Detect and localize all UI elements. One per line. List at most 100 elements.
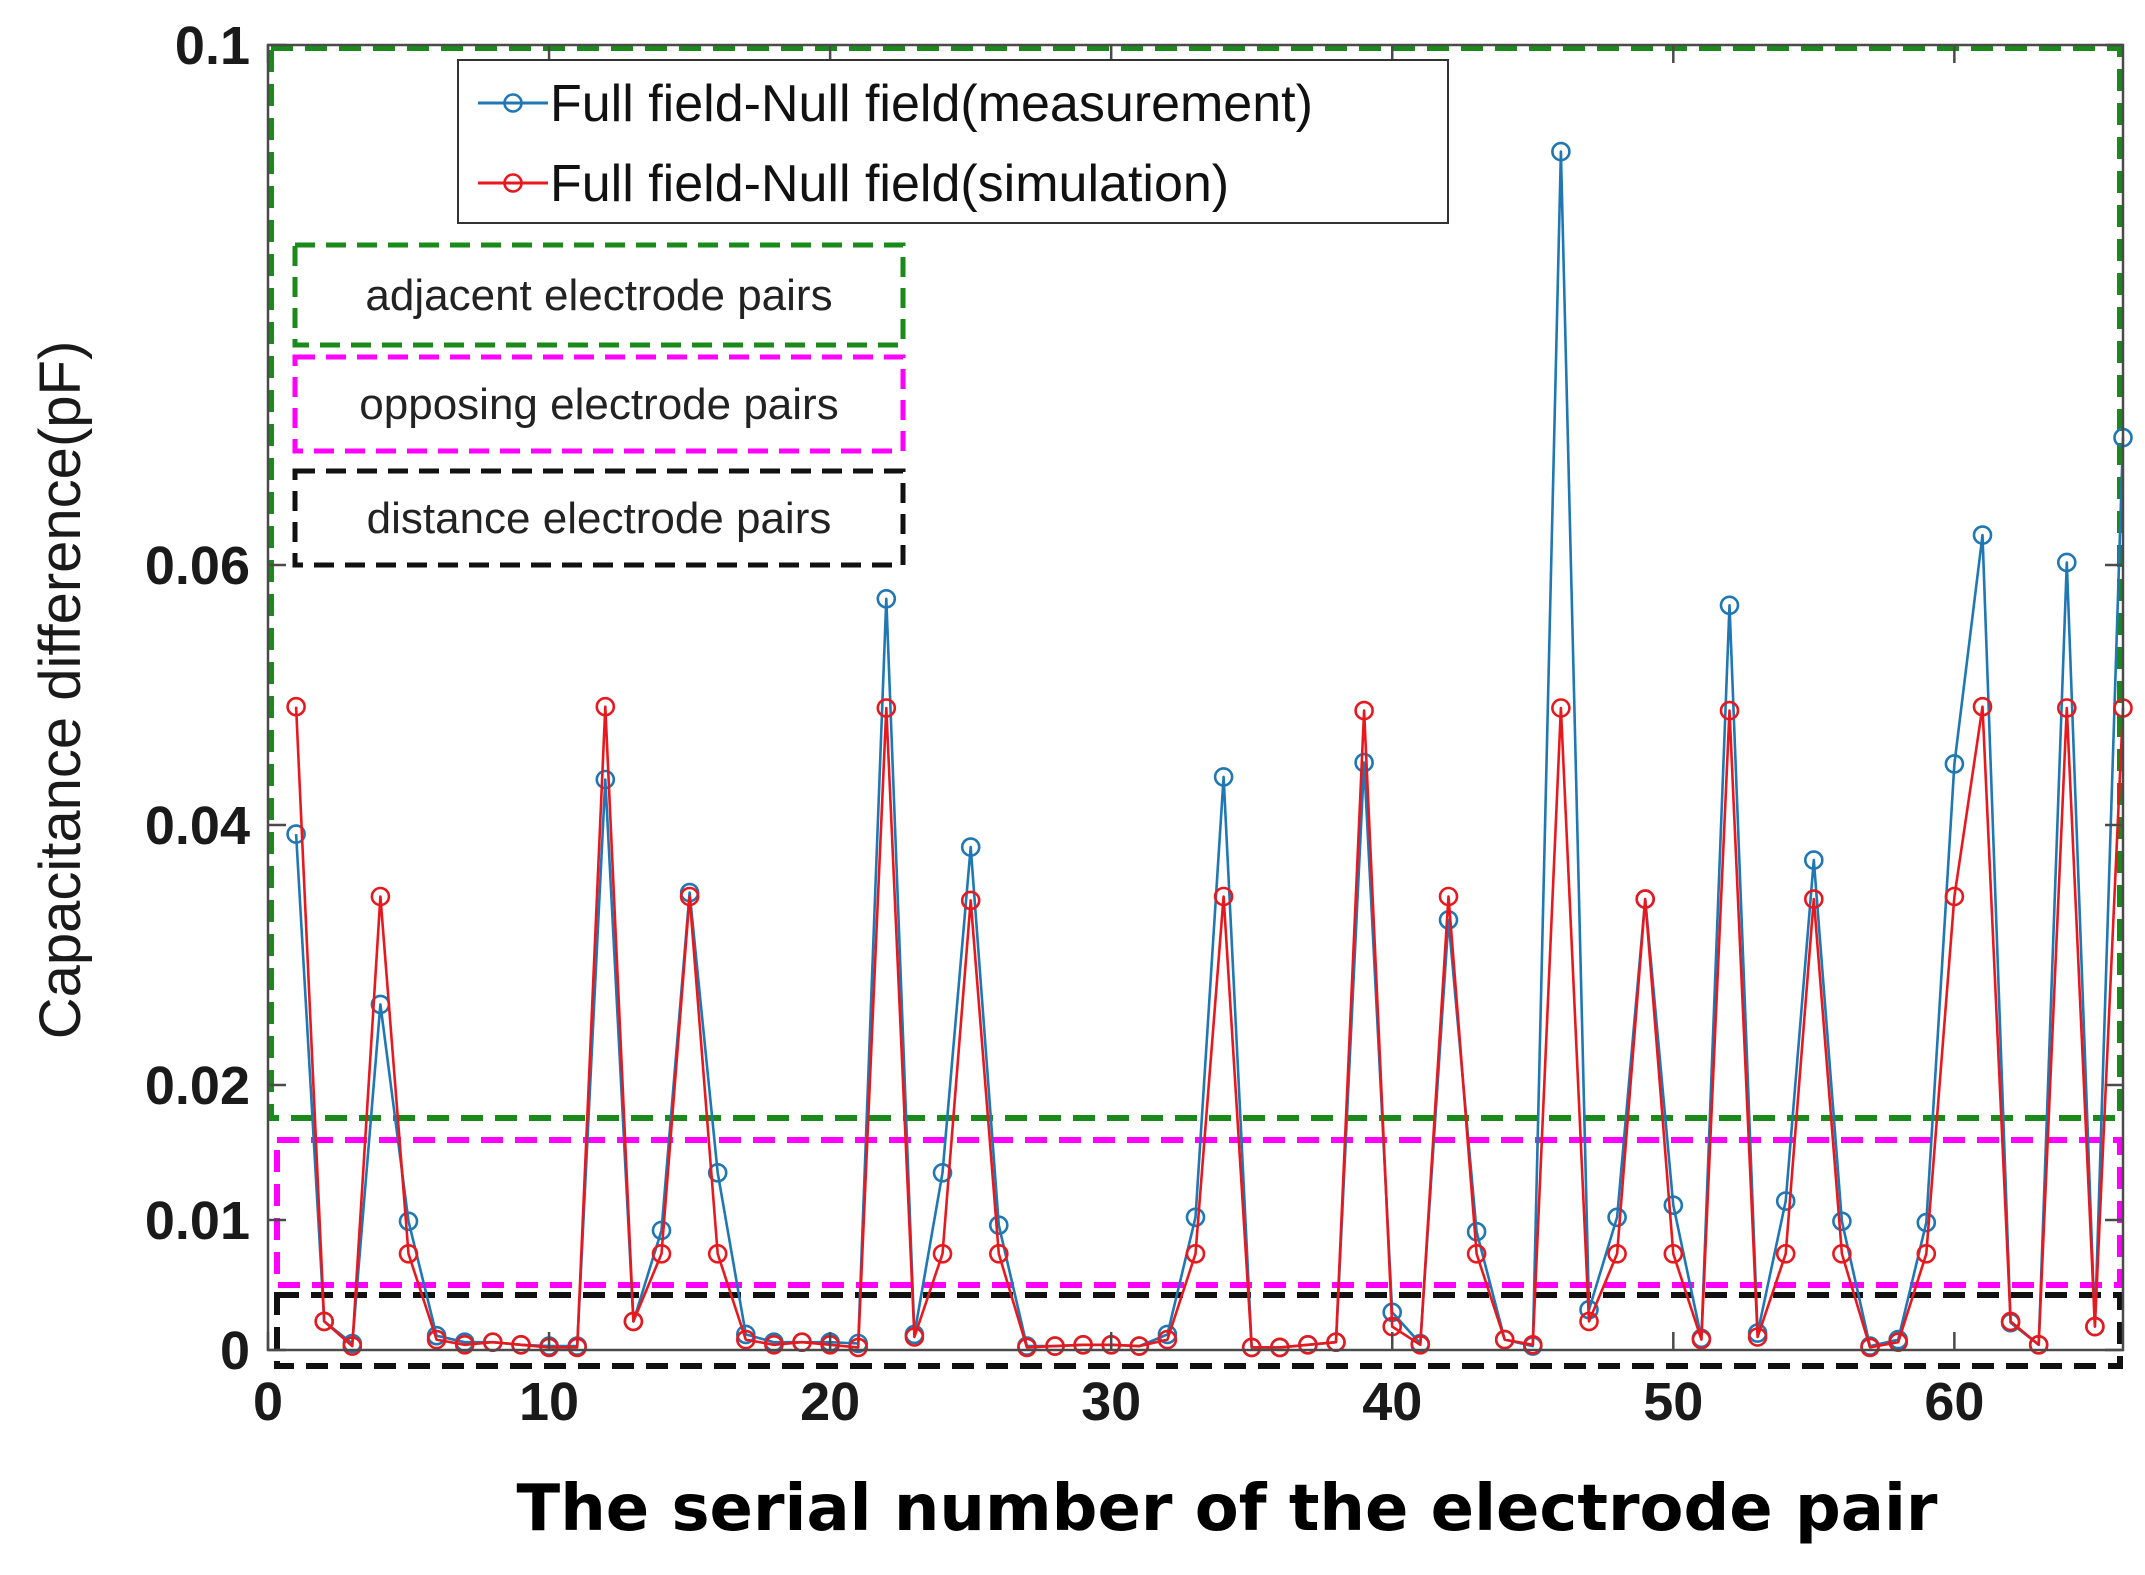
legend: Full field-Null field(measurement) Full f… bbox=[457, 59, 1449, 224]
data-point bbox=[651, 1220, 672, 1241]
annotation-boxes: adjacent electrode pairs opposing electro… bbox=[292, 242, 906, 568]
legend-swatch-marker bbox=[503, 93, 523, 113]
y-tick-label: 0.06 bbox=[145, 536, 250, 596]
data-point bbox=[1354, 752, 1374, 773]
data-point bbox=[1017, 1337, 1037, 1358]
annotation-box bbox=[292, 468, 906, 568]
data-point bbox=[876, 588, 897, 609]
data-point bbox=[370, 886, 391, 907]
data-point bbox=[1270, 1337, 1290, 1358]
data-point bbox=[1663, 1195, 1684, 1215]
axes bbox=[266, 43, 2125, 1352]
data-point bbox=[707, 1244, 728, 1264]
x-tick-label: 60 bbox=[1924, 1372, 1984, 1432]
data-point bbox=[1073, 1335, 1093, 1355]
plot-background bbox=[268, 45, 2123, 1350]
annotation-label: distance electrode pairs bbox=[367, 494, 832, 543]
data-point bbox=[1804, 889, 1824, 909]
data-point bbox=[792, 1332, 812, 1352]
region-bands bbox=[268, 45, 2123, 1369]
x-tick-label: 20 bbox=[800, 1372, 860, 1432]
data-point bbox=[876, 698, 897, 718]
data-point bbox=[1916, 1244, 1937, 1264]
data-point bbox=[1607, 1244, 1627, 1264]
data-point bbox=[988, 1244, 1009, 1264]
data-point bbox=[1241, 1337, 1262, 1358]
data-point bbox=[707, 1163, 728, 1183]
data-point bbox=[1213, 767, 1234, 787]
data-point bbox=[482, 1332, 503, 1352]
data-point bbox=[567, 1337, 588, 1358]
legend-entry-label: Full field-Null field(measurement) bbox=[550, 75, 1313, 133]
data-point bbox=[1832, 1211, 1852, 1232]
data-point bbox=[1494, 1329, 1515, 1350]
data-point bbox=[1157, 1324, 1178, 1345]
data-point bbox=[1860, 1337, 1880, 1358]
annotation-box bbox=[292, 242, 906, 348]
data-point bbox=[735, 1324, 756, 1345]
data-point bbox=[1129, 1336, 1150, 1356]
data-point bbox=[595, 769, 616, 790]
data-point bbox=[1157, 1329, 1178, 1350]
x-tick-label: 10 bbox=[519, 1372, 579, 1432]
legend-box bbox=[457, 59, 1449, 224]
series-line bbox=[294, 705, 2125, 1349]
y-axis-title: Capacitance difference(pF) bbox=[28, 341, 93, 1040]
data-point bbox=[286, 824, 306, 844]
data-point bbox=[342, 1336, 363, 1356]
data-point bbox=[286, 696, 306, 717]
data-point bbox=[1888, 1332, 1908, 1352]
data-point bbox=[764, 1335, 784, 1355]
legend-swatch-marker bbox=[503, 173, 523, 193]
x-tick-label: 50 bbox=[1643, 1372, 1703, 1432]
data-point bbox=[1775, 1191, 1796, 1211]
data-point bbox=[426, 1329, 447, 1350]
data-point bbox=[960, 837, 981, 857]
y-tick-label: 0.04 bbox=[145, 796, 250, 856]
data-point bbox=[848, 1337, 869, 1358]
series-line bbox=[294, 150, 2125, 1349]
data-point bbox=[735, 1329, 756, 1350]
data-point bbox=[1944, 886, 1965, 907]
y-tick-label: 0.02 bbox=[145, 1056, 250, 1116]
data-point bbox=[454, 1335, 475, 1355]
data-point bbox=[1298, 1335, 1318, 1355]
data-point bbox=[904, 1327, 925, 1347]
data-point bbox=[1663, 1244, 1684, 1264]
data-point bbox=[651, 1244, 672, 1264]
data-point bbox=[1523, 1335, 1543, 1355]
distance-pairs-band bbox=[274, 1292, 2123, 1369]
data-point bbox=[314, 1311, 335, 1332]
data-point bbox=[398, 1244, 419, 1264]
legend-entry-label: Full field-Null field(simulation) bbox=[550, 155, 1229, 213]
data-point bbox=[988, 1215, 1009, 1235]
data-point bbox=[1185, 1244, 1206, 1264]
data-point bbox=[679, 886, 700, 907]
data-point bbox=[1607, 1207, 1627, 1228]
data-point bbox=[1972, 696, 1993, 717]
data-point bbox=[1719, 700, 1740, 721]
data-point bbox=[595, 696, 616, 717]
data-point bbox=[1691, 1329, 1712, 1350]
x-tick-label: 30 bbox=[1081, 1372, 1141, 1432]
annotation-label: opposing electrode pairs bbox=[359, 380, 838, 429]
x-tick-label: 40 bbox=[1362, 1372, 1422, 1432]
data-point bbox=[1045, 1336, 1065, 1356]
data-point bbox=[1916, 1212, 1937, 1233]
annotation-box bbox=[292, 354, 906, 454]
data-point bbox=[1551, 698, 1571, 718]
data-point bbox=[1635, 889, 1655, 909]
annotation-label: adjacent electrode pairs bbox=[365, 271, 832, 320]
y-tick-label: 0.01 bbox=[145, 1191, 250, 1251]
data-point bbox=[1466, 1244, 1487, 1264]
data-point bbox=[1972, 525, 1993, 545]
y-tick-label: 0.1 bbox=[175, 16, 250, 76]
data-point bbox=[960, 890, 981, 911]
data-point bbox=[1551, 141, 1571, 162]
data-point bbox=[511, 1335, 531, 1355]
series-layer bbox=[286, 141, 2133, 1358]
opposing-pairs-band bbox=[274, 1137, 2123, 1288]
data-point bbox=[2085, 1316, 2105, 1337]
data-point bbox=[1579, 1311, 1599, 1332]
